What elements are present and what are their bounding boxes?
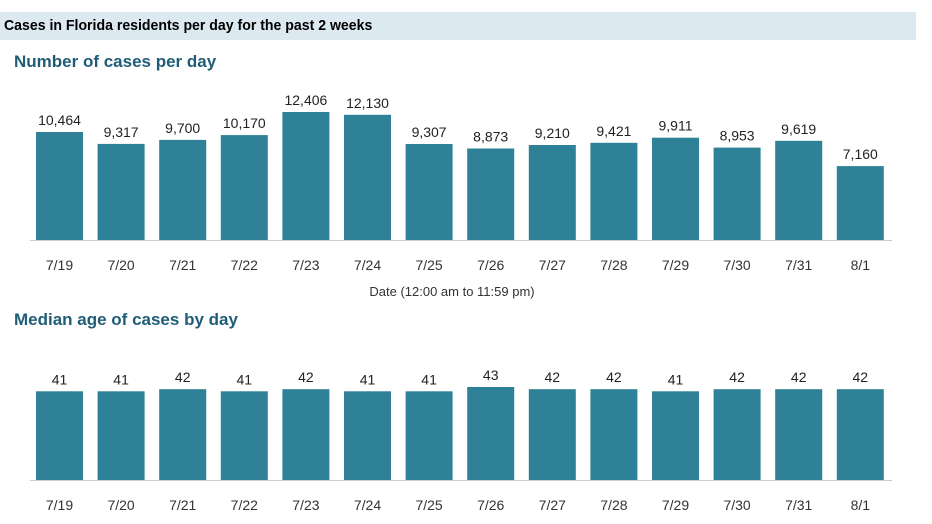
chart-0-bar-0 <box>36 132 83 240</box>
chart-1-value-label-6: 41 <box>421 371 437 387</box>
chart-1-value-label-12: 42 <box>791 369 807 385</box>
chart-1-tick-label-12: 7/31 <box>785 497 812 513</box>
chart-1-bar-8 <box>528 389 576 480</box>
chart-0-value-label-12: 9,619 <box>781 121 816 137</box>
chart-1-bar-7 <box>467 387 515 480</box>
chart-0-value-label-1: 9,317 <box>104 124 139 140</box>
chart-0-value-label-13: 7,160 <box>843 146 878 162</box>
chart-0-tick-label-9: 7/28 <box>600 257 627 273</box>
chart-0-tick-label-11: 7/30 <box>723 257 750 273</box>
chart-1-bar-10 <box>652 391 699 480</box>
chart-1-tick-label-3: 7/22 <box>231 497 258 513</box>
chart-1-tick-label-0: 7/19 <box>46 497 73 513</box>
chart-1-bar-5 <box>344 391 391 480</box>
page-title: Cases in Florida residents per day for t… <box>4 17 373 34</box>
chart-1-value-label-5: 41 <box>360 371 376 387</box>
chart-0-value-label-3: 10,170 <box>223 115 266 131</box>
chart-1-bar-6 <box>405 391 453 480</box>
chart-0-tick-label-1: 7/20 <box>107 257 134 273</box>
chart-1-value-label-8: 42 <box>545 369 561 385</box>
chart-0-bar-4 <box>282 112 330 240</box>
header-banner: Cases in Florida residents per day for t… <box>0 12 916 40</box>
chart-0-bar-11 <box>713 147 761 240</box>
chart-0-value-label-4: 12,406 <box>284 92 327 108</box>
chart-0-value-label-8: 9,210 <box>535 125 570 141</box>
chart-0-tick-label-12: 7/31 <box>785 257 812 273</box>
chart-0-group: 10,464 7/19 9,317 7/20 9,700 7/21 10,170 7/22 12… <box>30 92 892 273</box>
chart-1-tick-label-9: 7/28 <box>600 497 627 513</box>
chart-1-tick-label-4: 7/23 <box>292 497 319 513</box>
cases-chart-xlabel: Date (12:00 am to 11:59 pm) <box>0 284 932 299</box>
cases-chart-xlabel-text: Date (12:00 am to 11:59 pm) <box>369 284 535 299</box>
chart-0-value-label-7: 8,873 <box>473 129 508 145</box>
chart-1-group: 41 7/19 41 7/20 42 7/21 41 7/22 42 7/23 41 7/24 41 7/… <box>30 367 892 513</box>
chart-0-bar-8 <box>528 145 576 240</box>
chart-0-bar-7 <box>467 148 515 240</box>
chart-0-bar-2 <box>159 139 207 240</box>
chart-1-value-label-1: 41 <box>113 371 129 387</box>
chart-0-value-label-0: 10,464 <box>38 112 81 128</box>
chart-0-bar-13 <box>836 166 884 240</box>
chart-1-tick-label-13: 8/1 <box>851 497 871 513</box>
chart-0-tick-label-2: 7/21 <box>169 257 196 273</box>
chart-1-tick-label-2: 7/21 <box>169 497 196 513</box>
chart-1-value-label-0: 41 <box>52 371 68 387</box>
chart-0-value-label-11: 8,953 <box>720 128 755 144</box>
chart-0-bar-12 <box>775 140 823 240</box>
chart-0-value-label-2: 9,700 <box>165 120 200 136</box>
chart-1-bar-2 <box>159 389 207 480</box>
chart-1-value-label-7: 43 <box>483 367 499 383</box>
chart-1-tick-label-1: 7/20 <box>107 497 134 513</box>
chart-1-tick-label-6: 7/25 <box>415 497 442 513</box>
chart-0-tick-label-7: 7/26 <box>477 257 504 273</box>
chart-1-bar-9 <box>590 389 638 480</box>
chart-1-bar-13 <box>836 389 884 480</box>
chart-1-tick-label-8: 7/27 <box>539 497 566 513</box>
chart-0-value-label-6: 9,307 <box>412 124 447 140</box>
chart-0-tick-label-13: 8/1 <box>851 257 871 273</box>
chart-1-value-label-9: 42 <box>606 369 622 385</box>
chart-1-bar-4 <box>282 389 330 480</box>
chart-1-tick-label-7: 7/26 <box>477 497 504 513</box>
chart-1-value-label-4: 42 <box>298 369 314 385</box>
chart-1-tick-label-10: 7/29 <box>662 497 689 513</box>
chart-0-tick-label-5: 7/24 <box>354 257 381 273</box>
chart-0-bar-6 <box>405 144 453 240</box>
chart-0-bar-1 <box>97 143 145 240</box>
chart-1-tick-label-5: 7/24 <box>354 497 381 513</box>
age-chart-title: Median age of cases by day <box>14 310 238 329</box>
chart-0-bar-5 <box>344 114 391 240</box>
chart-1-value-label-11: 42 <box>729 369 745 385</box>
chart-1-bar-1 <box>97 391 145 480</box>
chart-0-tick-label-10: 7/29 <box>662 257 689 273</box>
chart-1-bar-3 <box>220 391 268 480</box>
chart-0-value-label-10: 9,911 <box>659 118 693 134</box>
chart-1-value-label-2: 42 <box>175 369 191 385</box>
chart-0-tick-label-0: 7/19 <box>46 257 73 273</box>
chart-1-bar-12 <box>775 389 823 480</box>
chart-1-value-label-3: 41 <box>237 371 253 387</box>
chart-1-bar-0 <box>36 391 83 480</box>
chart-1-value-label-10: 41 <box>668 371 684 387</box>
chart-0-value-label-5: 12,130 <box>346 95 389 111</box>
chart-0-tick-label-8: 7/27 <box>539 257 566 273</box>
chart-0-tick-label-4: 7/23 <box>292 257 319 273</box>
chart-1-bar-11 <box>713 389 761 480</box>
chart-0-bar-10 <box>652 137 699 240</box>
chart-0-bar-9 <box>590 142 638 240</box>
chart-0-tick-label-3: 7/22 <box>231 257 258 273</box>
chart-0-tick-label-6: 7/25 <box>415 257 442 273</box>
chart-0-value-label-9: 9,421 <box>596 123 631 139</box>
chart-1-tick-label-11: 7/30 <box>723 497 750 513</box>
chart-1-value-label-13: 42 <box>853 369 869 385</box>
chart-0-bar-3 <box>220 135 268 240</box>
cases-chart-title: Number of cases per day <box>14 52 217 71</box>
